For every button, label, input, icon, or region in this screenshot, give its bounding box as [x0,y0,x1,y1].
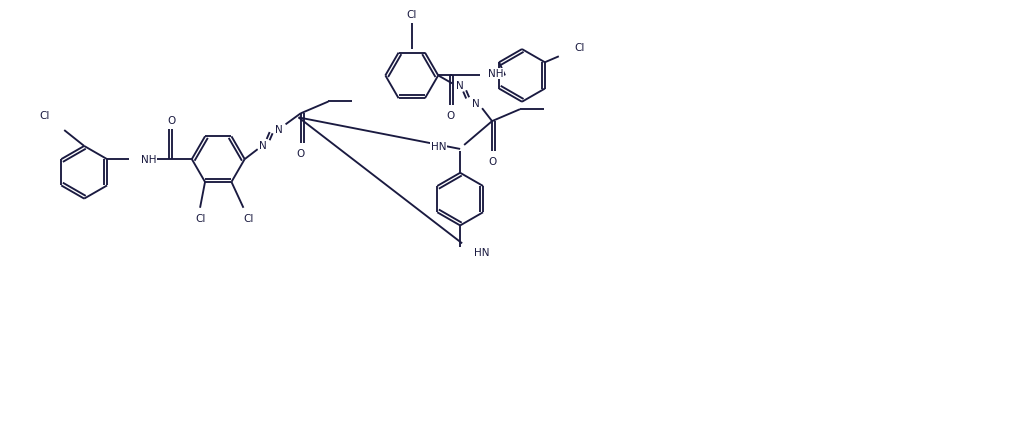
Text: N: N [275,125,283,135]
Text: Cl: Cl [575,43,586,53]
Text: N: N [472,99,480,109]
Text: Cl: Cl [406,10,417,20]
Text: Cl: Cl [39,111,49,121]
Text: O: O [446,111,454,121]
Text: N: N [258,141,267,151]
Text: NH: NH [141,155,156,165]
Text: N: N [456,81,464,91]
Text: O: O [168,116,176,126]
Text: Cl: Cl [243,213,253,223]
Text: NH: NH [488,69,503,79]
Text: HN: HN [431,141,447,151]
Text: O: O [488,157,496,167]
Text: O: O [296,149,305,159]
Text: HN: HN [474,248,490,258]
Text: Cl: Cl [196,213,206,223]
